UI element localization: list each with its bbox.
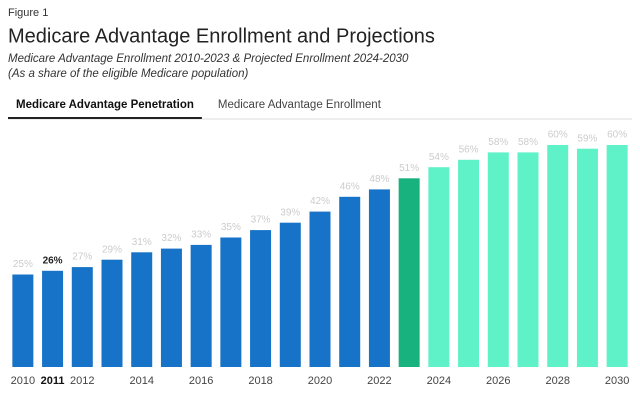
bar: [190, 244, 212, 367]
value-label: 60%: [548, 130, 568, 141]
plot-area: 25% 2010 26% 2011 27% 2012 29% 31% 2014 32% 33% 201…: [11, 130, 630, 387]
value-label: 42%: [310, 196, 330, 207]
value-label: 51%: [399, 163, 419, 174]
value-label: 56%: [459, 144, 479, 155]
bar: [368, 189, 390, 367]
bar: [160, 248, 182, 367]
value-label: 33%: [191, 230, 211, 241]
value-label: 59%: [577, 133, 597, 144]
bar: [279, 222, 301, 367]
value-label: 37%: [251, 215, 271, 226]
value-label: 31%: [132, 237, 152, 248]
subtitle: Medicare Advantage Enrollment 2010-2023 …: [8, 53, 409, 65]
value-label: 29%: [102, 244, 122, 255]
x-tick-label: 2022: [367, 375, 391, 387]
bar: [12, 274, 34, 367]
x-tick-label: 2024: [427, 375, 451, 387]
x-tick-label: 2030: [605, 375, 629, 387]
value-label: 32%: [161, 233, 181, 244]
bar: [576, 148, 598, 367]
value-label: 27%: [72, 252, 92, 263]
x-tick-label: 2020: [308, 375, 332, 387]
bar: [131, 252, 153, 367]
value-label: 58%: [518, 137, 538, 148]
x-tick-label: 2010: [11, 375, 35, 387]
bar: [220, 237, 242, 367]
bar: [101, 259, 123, 367]
value-label: 54%: [429, 152, 449, 163]
bar: [458, 159, 480, 367]
bar: [517, 152, 539, 367]
bar: [42, 270, 64, 367]
figure-label: Figure 1: [8, 7, 48, 19]
bar: [309, 211, 331, 367]
bar: [547, 145, 569, 367]
value-label: 26%: [43, 255, 63, 266]
bar: [339, 196, 361, 367]
subtitle: (As a share of the eligible Medicare pop…: [8, 68, 249, 80]
value-label: 58%: [488, 137, 508, 148]
x-tick-label: 2026: [486, 375, 510, 387]
tab-underline: [8, 117, 202, 119]
chart-title: Medicare Advantage Enrollment and Projec…: [8, 25, 435, 47]
x-tick-label: 2012: [70, 375, 94, 387]
x-tick-label: 2014: [129, 375, 153, 387]
bar: [398, 178, 420, 367]
x-tick-label: 2011: [41, 375, 65, 387]
tab-bar: Medicare Advantage Penetration Medicare A…: [8, 99, 382, 119]
tab[interactable]: Medicare Advantage Penetration: [16, 99, 194, 111]
bar: [71, 267, 93, 367]
tab[interactable]: Medicare Advantage Enrollment: [218, 99, 382, 111]
bar: [487, 152, 509, 367]
x-tick-label: 2028: [545, 375, 569, 387]
bar: [606, 145, 628, 367]
x-tick-label: 2016: [189, 375, 213, 387]
bar: [428, 167, 450, 367]
value-label: 39%: [280, 207, 300, 218]
x-tick-label: 2018: [248, 375, 272, 387]
value-label: 46%: [340, 181, 360, 192]
value-label: 60%: [607, 130, 627, 141]
value-label: 48%: [369, 174, 389, 185]
bar: [250, 230, 272, 367]
value-label: 35%: [221, 222, 241, 233]
value-label: 25%: [13, 259, 33, 270]
